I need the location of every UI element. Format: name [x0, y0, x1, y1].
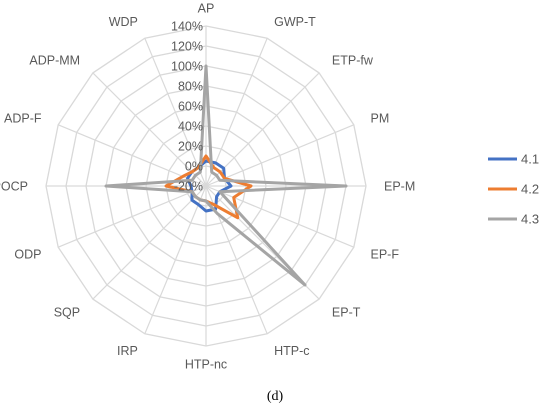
category-label: HTP-nc [185, 358, 227, 372]
axis-spoke [205, 37, 268, 187]
category-label: ADP-MM [29, 54, 80, 68]
category-label: GWP-T [274, 15, 316, 29]
category-label: IRP [117, 344, 138, 358]
category-label: EP-T [332, 305, 361, 319]
tick-label: 100% [171, 60, 203, 74]
category-label: EP-F [371, 248, 400, 262]
category-label: EP-M [384, 180, 415, 194]
category-label: ODP [14, 248, 41, 262]
legend-label: 4.3 [521, 212, 539, 227]
tick-labels: -20% 0% 20% 40% 60% 80% 100% 120% 140% [171, 20, 203, 194]
legend-label: 4.1 [521, 152, 539, 167]
category-labels: AP GWP-T ETP-fw PM EP-M EP-F EP-T HTP-c HTP-nc IR… [0, 2, 415, 372]
axis-spoke [92, 185, 207, 300]
axis-spoke [144, 185, 207, 335]
figure-caption: (d) [266, 389, 284, 404]
radar-axes [46, 26, 366, 346]
tick-label: 120% [171, 40, 203, 54]
tick-label: 140% [171, 20, 203, 34]
axis-spoke [205, 124, 355, 187]
category-label: SQP [54, 305, 80, 319]
category-label: ETP-fw [332, 54, 374, 68]
tick-label: 20% [178, 140, 203, 154]
radar-series [104, 64, 348, 287]
axis-spoke [205, 185, 355, 248]
legend: 4.1 4.2 4.3 [488, 152, 539, 227]
category-label: HTP-c [274, 344, 309, 358]
category-label: WDP [109, 15, 138, 29]
category-label: ADP-F [4, 111, 42, 125]
tick-label: 0% [185, 160, 203, 174]
axis-spoke [92, 72, 207, 187]
category-label: PM [371, 111, 390, 125]
tick-label: 60% [178, 100, 203, 114]
axis-spoke [57, 185, 207, 248]
legend-label: 4.2 [521, 182, 539, 197]
tick-label: 40% [178, 120, 203, 134]
tick-label: -20% [174, 180, 203, 194]
series-line [186, 159, 233, 213]
category-label: AP [198, 2, 215, 16]
axis-spoke [205, 72, 320, 187]
series-line [104, 64, 348, 287]
tick-label: 80% [178, 80, 203, 94]
axis-spoke [144, 37, 207, 187]
